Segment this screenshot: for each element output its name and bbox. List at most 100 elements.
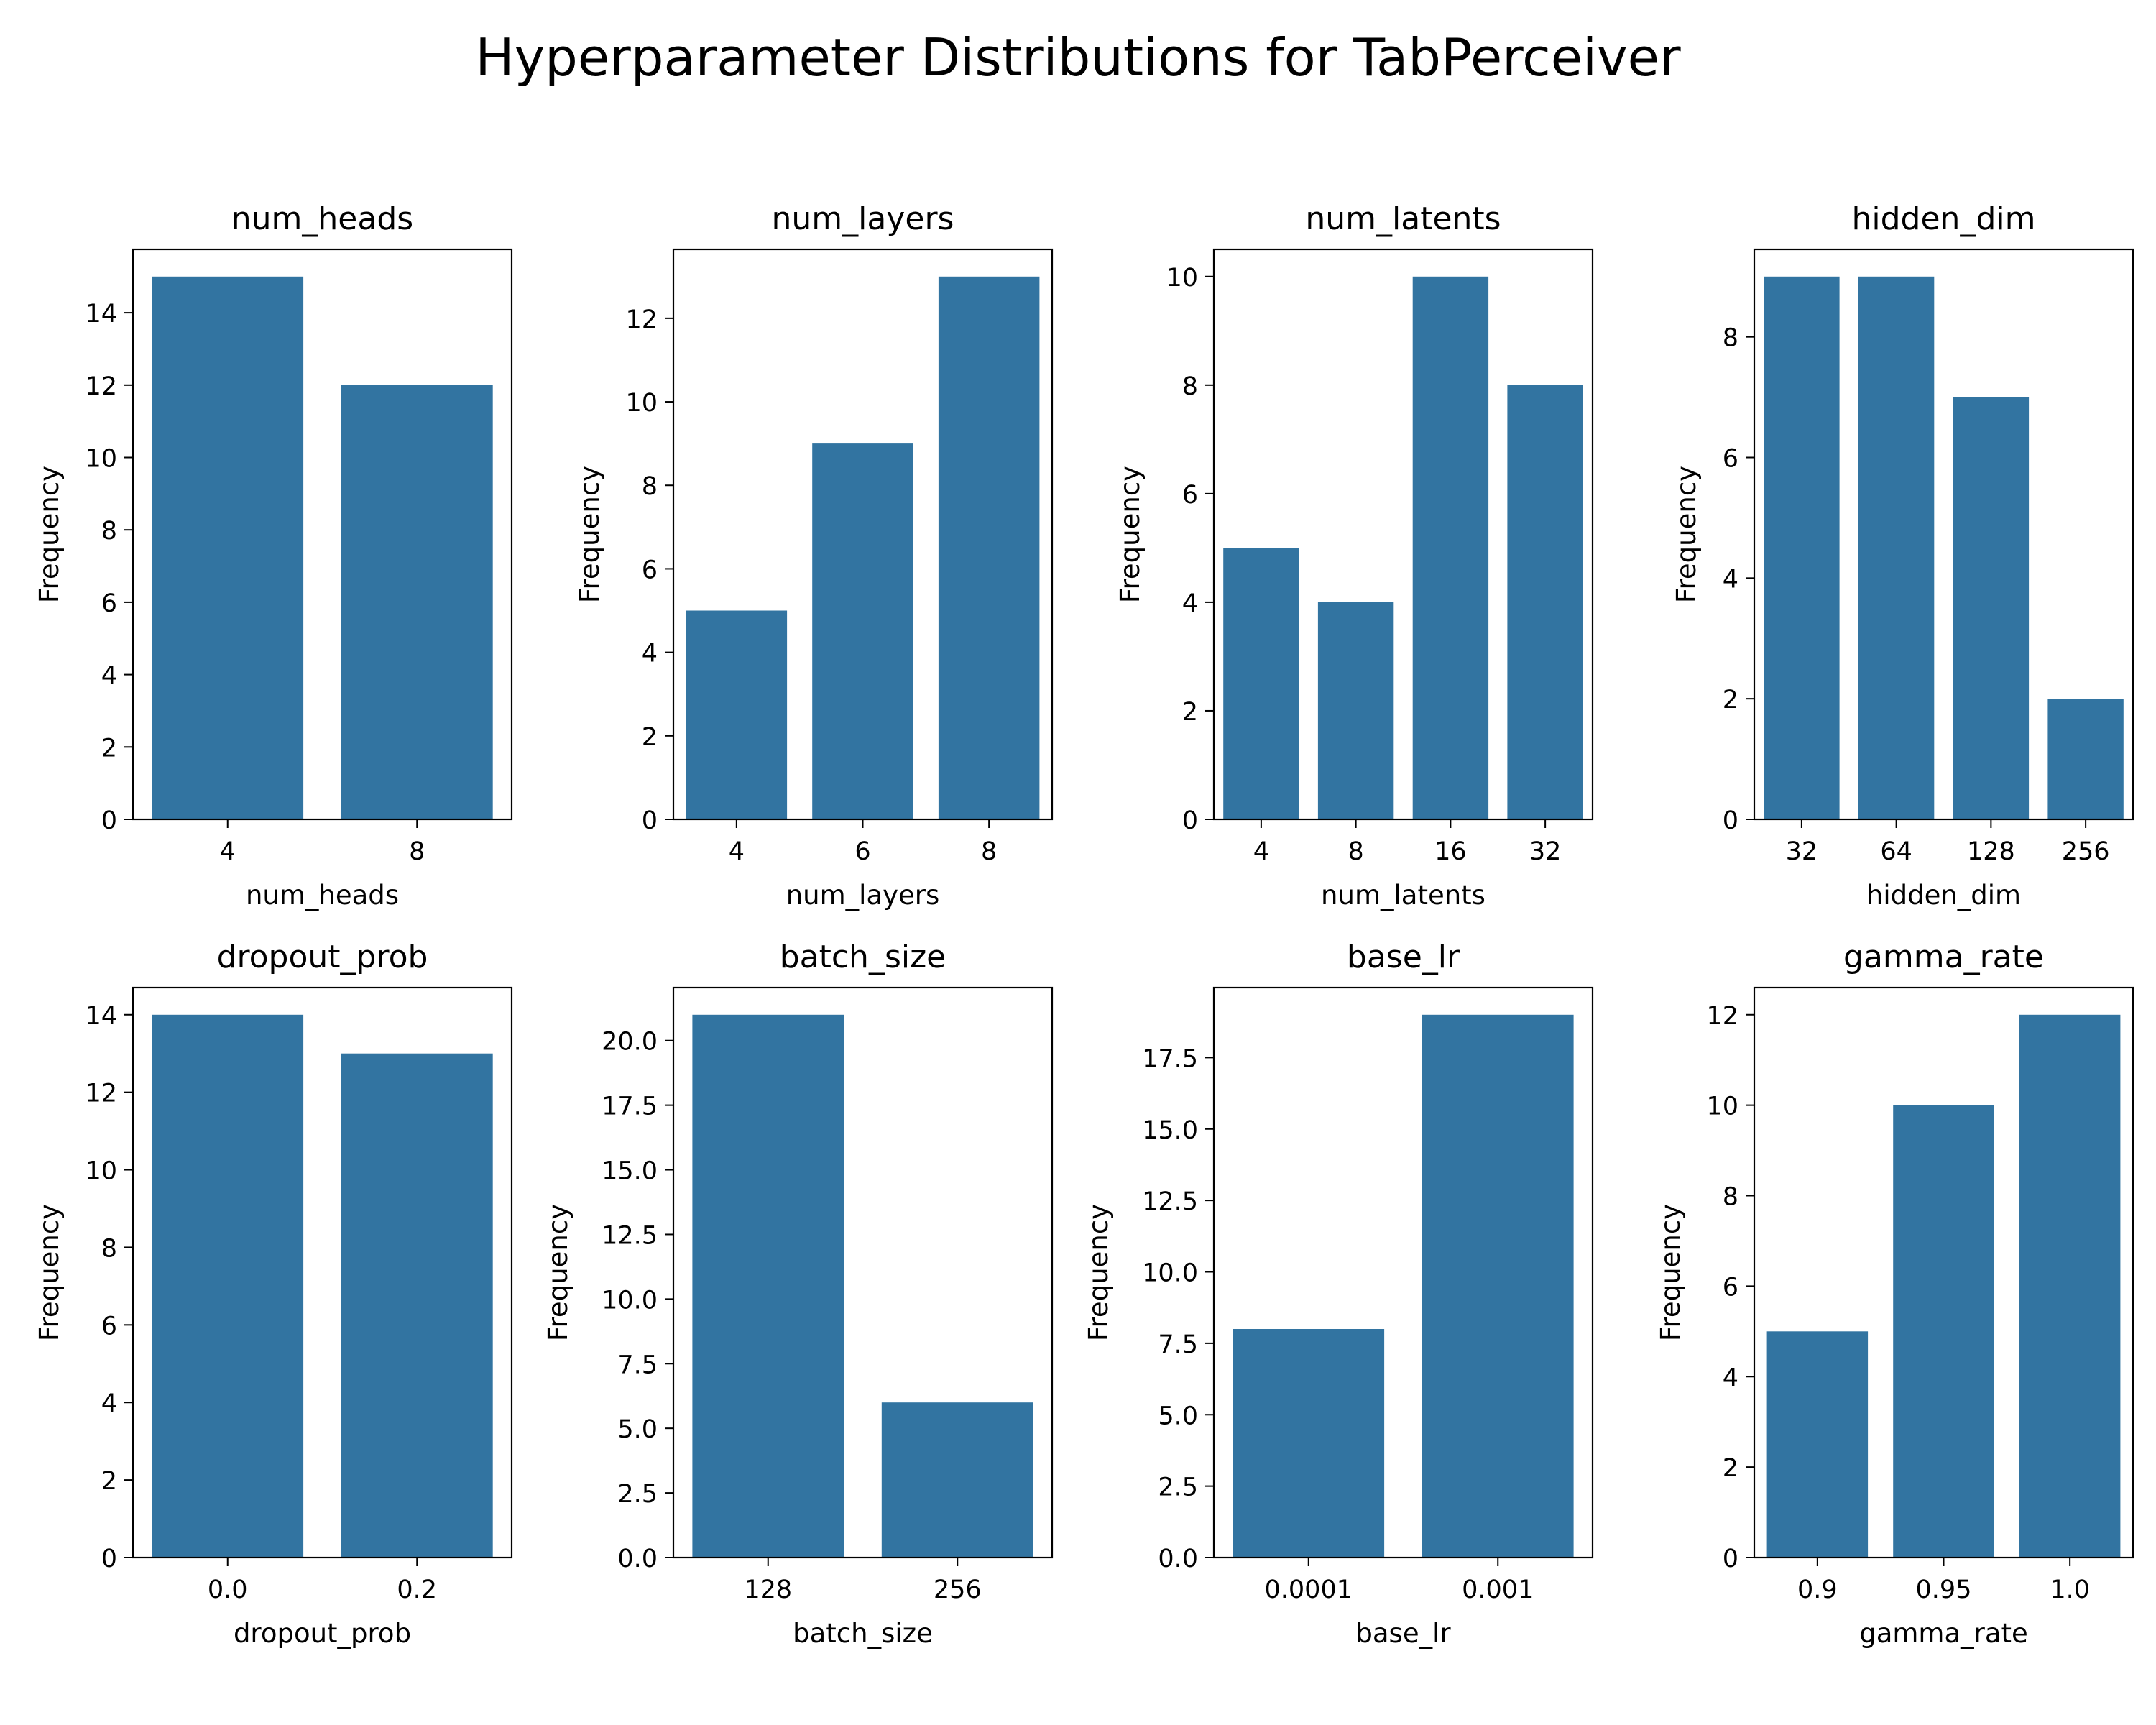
y-tick-label: 0 [1723,1545,1738,1573]
axes-frame [1753,248,2134,821]
x-axis-label: base_lr [1355,1618,1451,1649]
y-tick-label: 2 [101,1467,117,1496]
bar-256 [881,1402,1033,1558]
bar-32 [1764,276,1840,819]
y-tick-label: 12 [625,305,658,334]
x-axis-label: gamma_rate [1859,1618,2028,1649]
figure-title: Hyperparameter Distributions for TabPerc… [475,27,1681,88]
bar-0.001 [1422,1014,1574,1558]
y-tick-label: 14 [85,1002,117,1031]
subplot-num_latents: 0 2 4 6 8 10 4 8 16 32 num_latents num_latents Frequ… [1115,201,1594,911]
x-tick-label: 128 [744,1576,792,1604]
y-tick-label: 15.0 [602,1157,658,1186]
y-tick-label: 8 [642,472,658,501]
x-tick-label: 32 [1786,837,1818,866]
x-axis-label: num_latents [1321,880,1485,911]
subplot-title: batch_size [780,939,946,975]
y-axis-label: Frequency [1671,466,1702,603]
y-tick-label: 12 [85,372,117,401]
x-tick-label: 256 [934,1576,982,1604]
bar-4 [686,610,788,819]
x-tick-label: 0.001 [1462,1576,1534,1604]
bar-256 [2047,699,2124,819]
x-tick-label: 128 [1967,837,2015,866]
y-tick-label: 15.0 [1142,1116,1198,1145]
y-tick-label: 4 [101,662,117,691]
y-tick-label: 4 [101,1389,117,1418]
x-axis-label: num_layers [786,880,940,911]
y-tick-label: 10 [1166,264,1198,293]
subplot-title: num_latents [1305,201,1501,237]
bar-4 [152,276,304,819]
subplot-title: hidden_dim [1852,201,2036,237]
subplot-gamma_rate: 0 2 4 6 8 10 12 0.9 0.95 1.0 gamma_rate gamma_rate F… [1655,939,2134,1649]
y-tick-label: 0.0 [617,1545,658,1573]
axes-frame [672,986,1054,1559]
x-tick-label: 64 [1880,837,1912,866]
y-tick-label: 8 [101,517,117,546]
x-tick-label: 256 [2062,837,2110,866]
y-tick-label: 0 [1182,806,1198,835]
y-tick-label: 10 [625,389,658,418]
y-axis-label: Frequency [543,1204,573,1341]
y-tick-label: 8 [1723,1183,1738,1212]
y-tick-label: 2 [101,734,117,763]
y-axis-label: Frequency [34,466,65,603]
bar-8 [341,385,493,819]
y-tick-label: 4 [642,640,658,668]
x-tick-label: 0.95 [1916,1576,1972,1604]
y-tick-label: 14 [85,300,117,328]
y-axis-label: Frequency [1655,1204,1686,1341]
bar-0.95 [1893,1105,1994,1558]
subplot-num_heads: 0 2 4 6 8 10 12 14 4 8 num_heads num_heads Frequency [34,201,513,911]
y-tick-label: 0 [101,806,117,835]
y-tick-label: 10.0 [1142,1259,1198,1288]
bar-0.9 [1766,1331,1869,1558]
bar-128 [692,1014,844,1558]
x-tick-label: 1.0 [2050,1576,2090,1604]
axes-frame [132,248,513,821]
y-tick-label: 10 [85,445,117,474]
y-tick-label: 12.5 [1142,1187,1198,1216]
subplot-title: dropout_prob [217,939,428,975]
x-tick-label: 4 [1253,837,1269,866]
x-tick-label: 0.2 [397,1576,437,1604]
y-tick-label: 2.5 [1158,1473,1198,1502]
y-tick-label: 12 [85,1080,117,1108]
y-tick-label: 6 [1723,1273,1738,1302]
y-tick-label: 10 [1706,1092,1738,1121]
y-tick-label: 2 [1723,1454,1738,1483]
y-tick-label: 4 [1182,589,1198,618]
axes-frame [1212,248,1594,821]
x-tick-label: 8 [981,837,997,866]
y-tick-label: 8 [1723,324,1738,353]
x-tick-label: 0.9 [1797,1576,1838,1604]
subplot-title: num_layers [772,201,954,237]
y-tick-label: 2 [1182,698,1198,727]
y-tick-label: 6 [1723,445,1738,474]
x-axis-label: num_heads [246,880,399,911]
x-tick-label: 8 [1348,837,1363,866]
x-tick-label: 0.0001 [1265,1576,1353,1604]
y-tick-label: 0 [1723,806,1738,835]
y-axis-label: Frequency [574,466,605,603]
y-tick-label: 6 [642,556,658,584]
bar-128 [1953,397,2030,819]
subplot-hidden_dim: 0 2 4 6 8 32 64 128 256 hidden_dim hidden_dim Frequ… [1671,201,2134,911]
x-tick-label: 32 [1529,837,1562,866]
x-tick-label: 8 [409,837,425,866]
x-tick-label: 4 [220,837,236,866]
y-tick-label: 2.5 [617,1480,658,1509]
axes-frame [132,986,513,1559]
y-tick-label: 2 [642,723,658,752]
x-tick-label: 0.0 [208,1576,248,1604]
subplot-title: base_lr [1347,939,1460,975]
bar-0.0001 [1233,1329,1385,1558]
y-tick-label: 7.5 [1158,1330,1198,1359]
bar-64 [1858,276,1935,819]
y-tick-label: 20.0 [602,1028,658,1057]
y-tick-label: 4 [1723,1363,1738,1392]
subplot-dropout_prob: 0 2 4 6 8 10 12 14 0.0 0.2 dropout_prob dropout_pro… [34,939,513,1649]
